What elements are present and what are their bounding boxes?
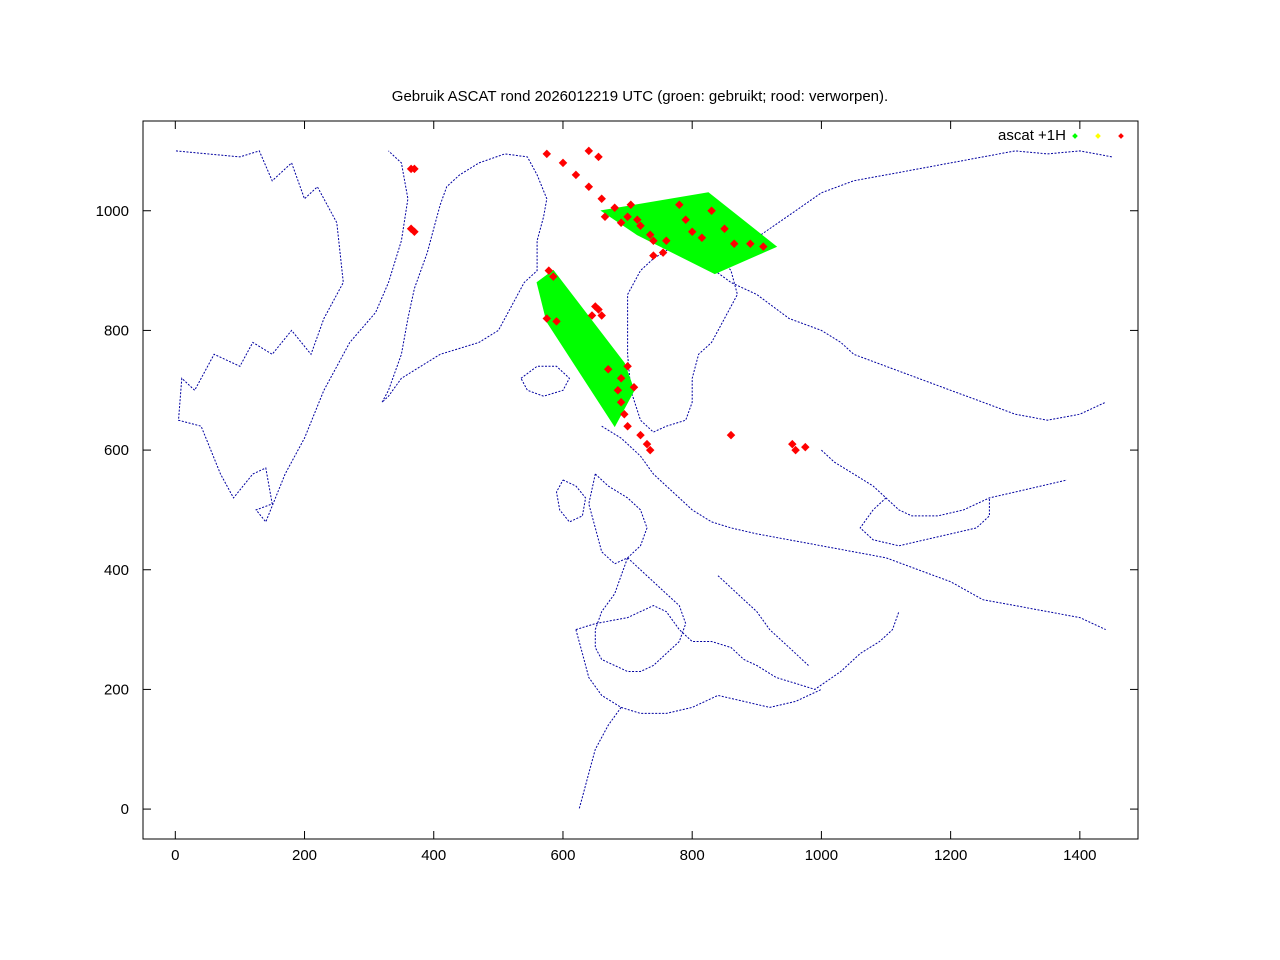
legend: ascat +1H: [998, 127, 1124, 144]
x-tick-label: 0: [171, 847, 179, 864]
rejected-point: [597, 311, 606, 320]
rejected-point: [623, 421, 632, 431]
coastline: [859, 497, 990, 547]
x-tick-label: 1400: [1063, 847, 1096, 864]
coastline: [520, 365, 571, 397]
rejected-point: [603, 365, 613, 374]
coastline: [714, 270, 1106, 421]
x-tick-label: 400: [421, 847, 446, 864]
x-tick-label: 200: [292, 847, 317, 864]
y-tick-label: 600: [104, 442, 129, 459]
coastline: [594, 557, 687, 672]
legend-marker: [1118, 133, 1124, 139]
rejected-point: [410, 164, 419, 174]
rejected-point: [587, 311, 597, 320]
y-tick-label: 400: [104, 562, 129, 579]
rejected-point: [623, 362, 632, 371]
rejected-point: [584, 182, 594, 192]
y-tick-label: 0: [121, 801, 129, 818]
rejected-point: [584, 146, 594, 156]
rejected-point: [571, 170, 581, 180]
coastline: [588, 473, 648, 565]
used-swath: [600, 192, 778, 275]
rejected-point: [636, 430, 645, 440]
y-tick-label: 200: [104, 681, 129, 698]
legend-marker: [1095, 133, 1101, 139]
coastline: [601, 425, 1106, 631]
rejected-point: [791, 445, 800, 455]
x-tick-label: 800: [680, 847, 705, 864]
legend-label: ascat +1H: [998, 127, 1066, 144]
y-tick-label: 800: [104, 322, 129, 339]
rejected-point: [549, 272, 558, 281]
rejected-point: [594, 305, 603, 314]
rejected-point: [542, 149, 552, 159]
legend-marker: [1072, 133, 1078, 139]
rejected-point: [597, 194, 606, 204]
rejected-point: [542, 314, 552, 323]
coastline: [717, 575, 809, 666]
rejected-point: [801, 442, 810, 452]
coastline: [555, 479, 587, 523]
rejected-point: [645, 445, 655, 455]
rejected-point: [726, 430, 736, 440]
coastline: [575, 605, 900, 690]
plot-frame: [142, 120, 1139, 840]
coastline: [578, 707, 622, 810]
rejected-point: [620, 409, 629, 419]
coastline: [575, 629, 822, 714]
coastline-layer: [175, 150, 1113, 810]
rejected-point: [642, 439, 652, 449]
rejected-point: [410, 227, 419, 236]
rejected-point: [616, 374, 626, 383]
coastline: [821, 449, 1068, 517]
x-tick-label: 600: [550, 847, 575, 864]
used-observations-layer: [536, 192, 778, 428]
rejected-point: [649, 251, 658, 260]
x-tick-label: 1200: [934, 847, 967, 864]
rejected-point: [594, 152, 603, 162]
coastline: [175, 150, 409, 523]
rejected-point: [629, 383, 639, 392]
rejected-point: [558, 158, 568, 168]
rejected-point: [544, 266, 554, 275]
coastline: [381, 153, 548, 403]
axes-layer: 0 200 400 600 800 1000 1200 1400 0 200 400 600 800 10…: [96, 120, 1139, 864]
rejected-point: [613, 386, 623, 395]
chart-title: Gebruik ASCAT rond 2026012219 UTC (groen…: [391, 88, 889, 105]
rejected-point: [552, 317, 561, 326]
y-tick-label: 1000: [96, 203, 129, 220]
rejected-point: [788, 439, 797, 449]
rejected-point: [616, 397, 626, 407]
coastline: [743, 150, 1113, 248]
x-tick-label: 1000: [805, 847, 838, 864]
